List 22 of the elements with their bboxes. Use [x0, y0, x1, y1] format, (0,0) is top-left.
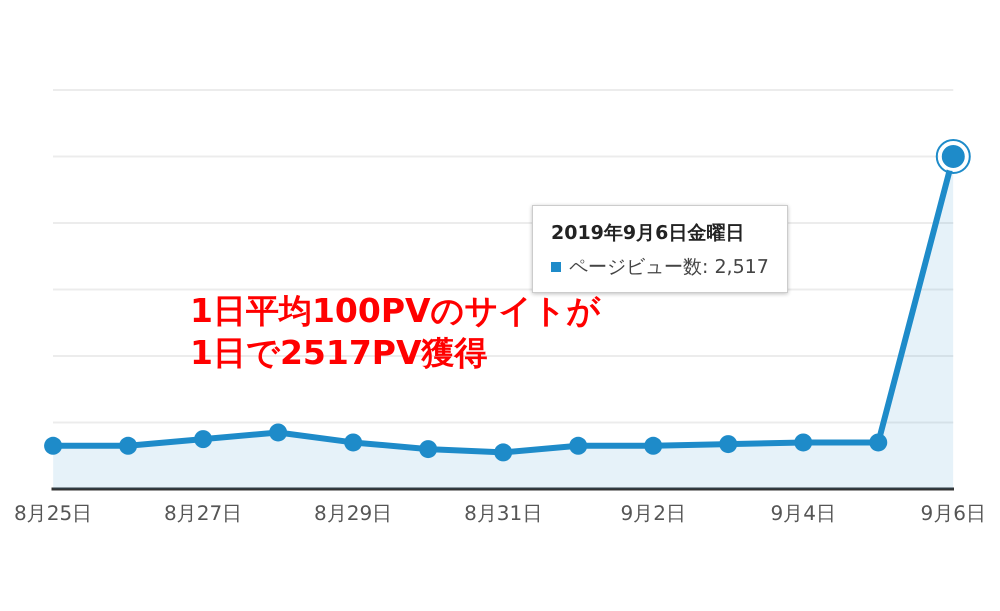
- x-tick-label: 8月29日: [314, 501, 392, 526]
- x-tick-label: 9月2日: [620, 501, 686, 526]
- point: [194, 430, 212, 448]
- x-tick-label: 8月25日: [14, 501, 92, 526]
- point: [419, 440, 438, 458]
- x-tick-label: 9月4日: [770, 501, 836, 526]
- x-tick-label: 9月6日: [920, 501, 986, 526]
- point: [119, 436, 138, 455]
- point: [44, 436, 62, 455]
- point: [869, 433, 888, 452]
- point: [269, 423, 288, 442]
- annotation: ページビュー数: 2,517: [569, 255, 769, 280]
- point: [719, 435, 738, 454]
- point: [344, 433, 362, 452]
- annotation: 1日平均100PVのサイトが 1日で2517PV獲得: [190, 290, 601, 374]
- x-tick-label: 8月27日: [164, 501, 242, 526]
- x-tick-label: 8月31日: [464, 501, 542, 526]
- point: [794, 433, 812, 452]
- point: [644, 436, 662, 455]
- annotation: 2019年9月6日金曜日: [551, 221, 746, 246]
- point: [569, 436, 588, 455]
- point: [494, 443, 512, 462]
